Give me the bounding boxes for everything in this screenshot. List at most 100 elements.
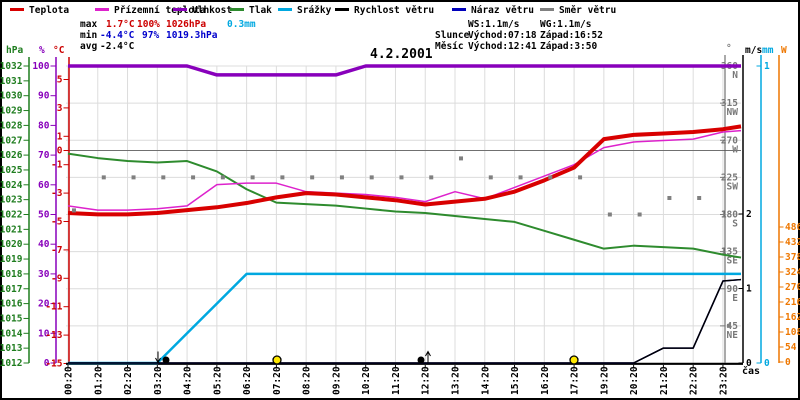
- legend-label: Srážky: [297, 5, 332, 16]
- wind-direction-marker: [518, 175, 523, 180]
- tick-label: -5: [51, 217, 63, 228]
- tick-label: 1014: [0, 328, 23, 339]
- tick-label: 1026: [0, 150, 23, 161]
- legend-dash-icon: [540, 8, 554, 11]
- stat-avg-label: avg: [80, 41, 98, 52]
- tick-label: 20: [38, 299, 50, 310]
- tick-label: 11:20: [391, 366, 402, 395]
- wind-direction-marker: [399, 175, 404, 180]
- wind-direction-marker: [101, 175, 106, 180]
- moon-rise-icon: [417, 356, 425, 364]
- tick-label: 1013: [0, 343, 23, 354]
- tick-label: 1021: [0, 224, 23, 235]
- tick-label: 45: [727, 321, 739, 332]
- tick-label: 19:20: [599, 366, 610, 395]
- tick-label: 1030: [0, 91, 23, 102]
- legend-item-6: Rychlost větru: [335, 5, 434, 17]
- legend-label: Směr větru: [559, 5, 617, 16]
- tick-label: 0: [764, 358, 770, 369]
- tick-label: 15:20: [510, 366, 521, 395]
- tick-label: 02:20: [123, 366, 134, 395]
- wind-direction-marker: [697, 196, 702, 200]
- tick-label: NW: [727, 107, 739, 118]
- wind-direction-marker: [578, 175, 583, 180]
- stat-avg-temp: -2.4°C: [100, 41, 135, 52]
- tick-label: 0: [746, 358, 752, 369]
- legend-dash-icon: [230, 8, 244, 11]
- axis-header-direction: °: [726, 43, 732, 54]
- tick-label: 06:20: [242, 366, 253, 395]
- tick-label: SE: [727, 256, 739, 267]
- chart-title: 4.2.2001: [370, 47, 433, 62]
- sun-set-icon: [569, 355, 579, 365]
- axis-header-watt: W: [781, 45, 787, 56]
- wind-direction-marker: [280, 175, 285, 180]
- tick-label: 1: [764, 61, 770, 72]
- series-rychlost-v-tru: [68, 278, 742, 364]
- stat-moonrise: Východ:12:41: [468, 41, 537, 52]
- stat-moon-label: Měsíc: [435, 41, 464, 52]
- tick-label: 10:20: [361, 366, 372, 395]
- legend-label: Vlhkost: [192, 5, 233, 16]
- series-sr-ky: [68, 272, 741, 365]
- tick-label: 03:20: [153, 366, 164, 395]
- tick-label: 60: [38, 180, 50, 191]
- legend-item-1: Teplota: [10, 5, 69, 17]
- legend-item-5: Srážky: [278, 5, 331, 17]
- arrow-down-icon: [155, 357, 161, 364]
- tick-label: 17:20: [570, 366, 581, 395]
- tick-label: 05:20: [212, 366, 223, 395]
- tick-label: 01:20: [93, 366, 104, 395]
- tick-label: 1031: [0, 76, 23, 87]
- legend-dash-icon: [173, 8, 187, 11]
- tick-label: 20:20: [629, 366, 640, 395]
- tick-label: 40: [38, 239, 50, 250]
- wind-direction-marker: [488, 175, 493, 180]
- stat-min-pressure: 1019.3hPa: [166, 30, 218, 41]
- tick-label: 13:20: [451, 366, 462, 395]
- stat-max-pressure: 1026hPa: [166, 19, 207, 30]
- tick-label: 1012: [0, 358, 23, 369]
- tick-label: 1019: [0, 254, 23, 265]
- stat-max-rain: 0.3mm: [227, 19, 256, 30]
- tick-label: 1017: [0, 284, 23, 295]
- tick-label: 135: [721, 247, 738, 258]
- tick-label: 80: [38, 120, 50, 131]
- tick-label: 432: [785, 237, 800, 248]
- tick-label: 2: [746, 209, 752, 220]
- stat-sunrise: Východ:07:18: [468, 30, 537, 41]
- legend-label: Přízemní teplota: [114, 5, 206, 16]
- wind-direction-marker: [667, 196, 672, 200]
- tick-label: -15: [45, 359, 62, 370]
- legend-dash-icon: [278, 8, 292, 11]
- axis-header-percent: %: [39, 45, 45, 56]
- wind-direction-marker: [459, 156, 464, 161]
- axis-header-hpa: hPa: [6, 45, 24, 56]
- x-axis-label: čas: [742, 366, 761, 377]
- tick-label: -3: [51, 188, 63, 199]
- tick-label: 1023: [0, 195, 23, 206]
- tick-label: 1020: [0, 239, 23, 250]
- wind-direction-marker: [131, 175, 136, 180]
- series-tlak: [67, 152, 742, 259]
- wind-direction-marker: [250, 175, 255, 180]
- tick-label: 216: [785, 297, 800, 308]
- series-teplota: [67, 124, 742, 217]
- tick-label: 54: [785, 342, 797, 353]
- sun-rise-icon: [272, 355, 282, 365]
- stat-wind-speed: WS:1.1m/s: [468, 19, 520, 30]
- tick-label: 90: [727, 284, 739, 295]
- tick-label: 70: [38, 150, 50, 161]
- tick-label: 00:20: [64, 366, 75, 395]
- legend-label: Náraz větru: [471, 5, 534, 16]
- wind-direction-marker: [220, 175, 225, 180]
- series-p-zemn-teplota: [67, 129, 742, 211]
- tick-label: 12:20: [421, 366, 432, 395]
- tick-label: 225: [721, 172, 738, 183]
- legend-label: Rychlost větru: [354, 5, 435, 16]
- tick-label: -7: [51, 245, 62, 256]
- tick-label: 09:20: [331, 366, 342, 395]
- tick-label: SW: [727, 181, 739, 192]
